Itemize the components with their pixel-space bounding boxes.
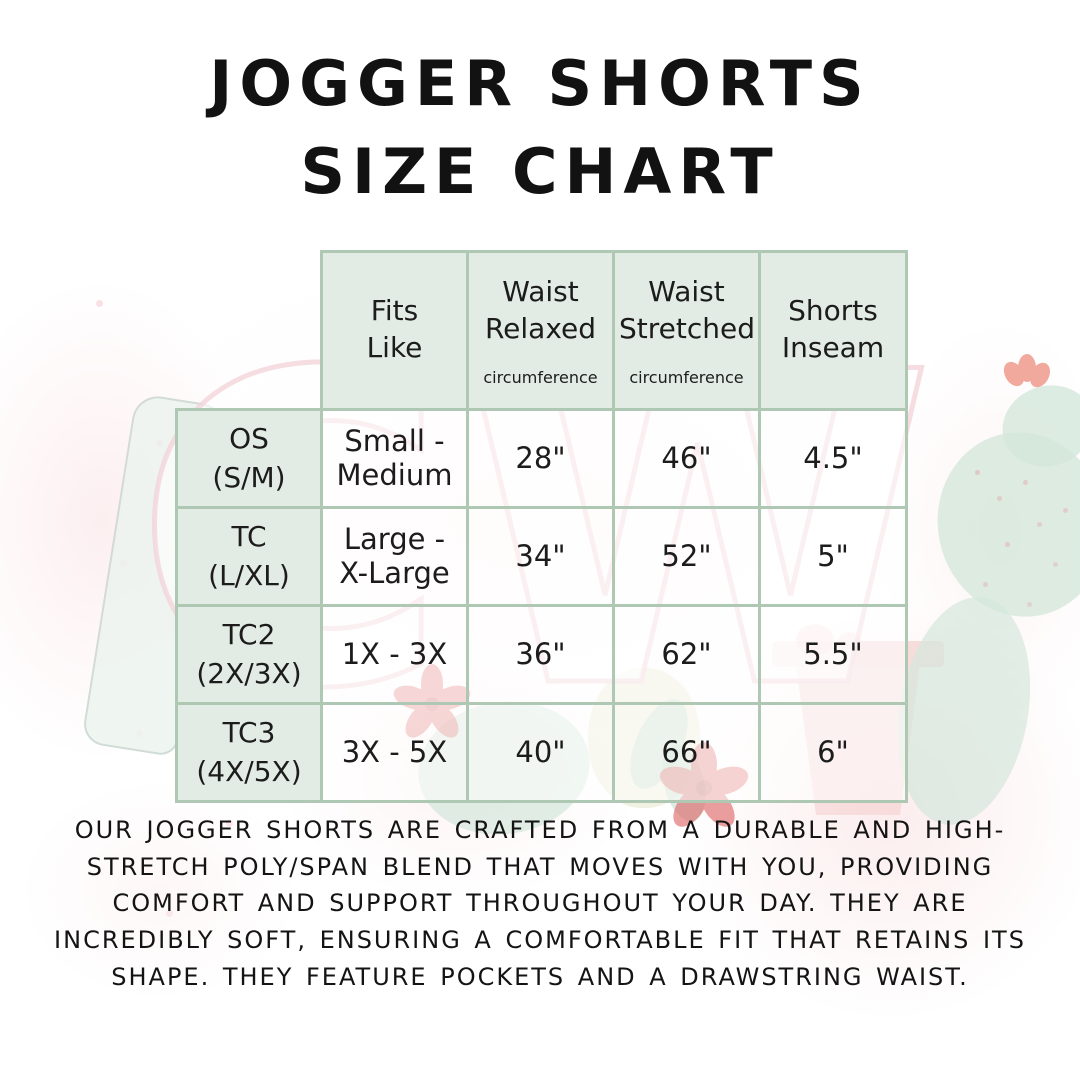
column-header-waist-stretched: Waist Stretched circumference — [612, 250, 761, 411]
cactus-flower-icon — [1003, 354, 1051, 388]
cell-shorts-inseam: 6" — [758, 701, 908, 803]
column-header-shorts-inseam: Shorts Inseam — [758, 250, 908, 411]
product-description: OUR JOGGER SHORTS ARE CRAFTED FROM A DUR… — [54, 816, 1026, 991]
cell-fits-like: 1X - 3X — [320, 603, 469, 705]
cell-fits-like: 3X - 5X — [320, 701, 469, 803]
column-header-label: Waist Relaxed — [484, 275, 597, 345]
column-header-fits-like: Fits Like — [320, 250, 469, 411]
size-chart-table: Fits Like Waist Relaxed circumference Wa… — [175, 250, 908, 803]
cell-shorts-inseam: 5" — [758, 505, 908, 607]
cell-waist-relaxed: 28" — [466, 407, 615, 509]
column-header-waist-relaxed: Waist Relaxed circumference — [466, 250, 615, 411]
cell-waist-stretched: 66" — [612, 701, 761, 803]
table-row-os: OS (S/M) Small - Medium 28" 46" 4.5" — [175, 407, 908, 509]
cell-waist-stretched: 46" — [612, 407, 761, 509]
title-line-1: JOGGER SHORTS — [209, 47, 871, 120]
cell-shorts-inseam: 4.5" — [758, 407, 908, 509]
row-header-size: TC2 (2X/3X) — [175, 603, 323, 705]
row-header-size: OS (S/M) — [175, 407, 323, 509]
row-header-size: TC3 (4X/5X) — [175, 701, 323, 803]
column-header-sublabel: circumference — [483, 367, 598, 387]
table-row-tc3: TC3 (4X/5X) 3X - 5X 40" 66" 6" — [175, 701, 908, 803]
cell-waist-relaxed: 36" — [466, 603, 615, 705]
table-corner-cell — [177, 252, 322, 410]
cell-fits-like: Large - X-Large — [320, 505, 469, 607]
cell-waist-stretched: 52" — [612, 505, 761, 607]
cell-waist-relaxed: 34" — [466, 505, 615, 607]
page-title: JOGGER SHORTS SIZE CHART — [0, 40, 1080, 216]
table-row-tc: TC (L/XL) Large - X-Large 34" 52" 5" — [175, 505, 908, 607]
cell-waist-stretched: 62" — [612, 603, 761, 705]
column-header-label: Waist Stretched — [619, 275, 755, 345]
cell-fits-like: Small - Medium — [320, 407, 469, 509]
column-header-label: Shorts Inseam — [781, 294, 885, 365]
table-header-row: Fits Like Waist Relaxed circumference Wa… — [177, 250, 908, 411]
table-row-tc2: TC2 (2X/3X) 1X - 3X 36" 62" 5.5" — [175, 603, 908, 705]
cell-waist-relaxed: 40" — [466, 701, 615, 803]
pink-speckle-dots — [96, 300, 103, 307]
column-header-label: Fits Like — [366, 294, 423, 365]
cell-shorts-inseam: 5.5" — [758, 603, 908, 705]
cactus-decoration — [920, 416, 1080, 633]
title-line-2: SIZE CHART — [300, 135, 780, 209]
cactus-dots-decoration — [975, 470, 980, 475]
column-header-sublabel: circumference — [629, 367, 744, 387]
row-header-size: TC (L/XL) — [175, 505, 323, 607]
